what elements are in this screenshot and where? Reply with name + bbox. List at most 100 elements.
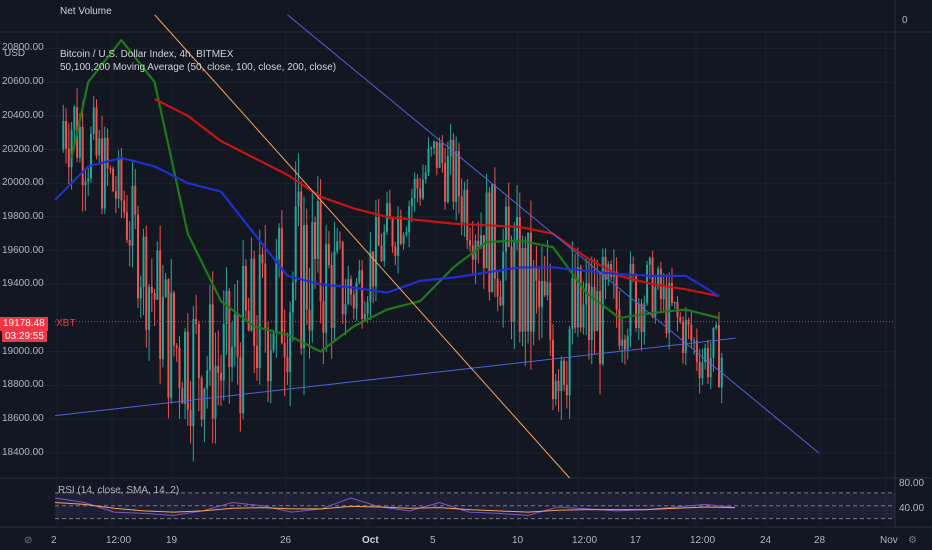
candle-body — [137, 214, 139, 299]
candle-body — [172, 292, 175, 346]
x-tick-label: 2 — [51, 535, 57, 546]
candle-body — [449, 139, 452, 157]
y-tick-label: 19000.00 — [2, 345, 44, 357]
candle-body — [496, 278, 499, 297]
candle-body — [217, 365, 220, 374]
candle-body — [560, 360, 563, 392]
candle-body — [402, 234, 405, 244]
candle-body — [244, 265, 247, 311]
trendline-orange[interactable] — [154, 14, 570, 479]
candle-body — [161, 296, 164, 359]
net-volume-value: 0 — [902, 15, 908, 26]
x-tick-label: 17 — [630, 535, 642, 546]
candle-body — [103, 137, 106, 209]
candle-body — [203, 388, 206, 420]
candle-body — [654, 287, 657, 317]
trendline-support[interactable] — [54, 337, 736, 417]
settings-icon[interactable]: ⚙ — [908, 535, 917, 546]
x-tick-label: Oct — [362, 535, 379, 546]
candle-body — [186, 331, 189, 411]
countdown-timer: 03:29:55 — [2, 331, 47, 342]
candle-body — [65, 121, 68, 149]
candle-body — [322, 301, 325, 333]
candle-body — [170, 292, 173, 398]
candle-body — [253, 258, 256, 346]
candle-body — [510, 246, 513, 323]
candle-body — [374, 217, 377, 287]
moving-average-legend[interactable]: 50,100,200 Moving Average (50, close, 10… — [60, 62, 337, 73]
candle-body — [587, 283, 590, 341]
candle-body — [286, 357, 289, 373]
candle-body — [684, 319, 687, 353]
candle-body — [316, 200, 319, 259]
candle-body — [563, 360, 566, 385]
y-tick-label: 20000.00 — [2, 177, 44, 189]
candle-body — [347, 279, 350, 304]
candle-body — [222, 324, 225, 381]
candle-body — [391, 218, 394, 247]
rsi-legend[interactable]: RSI (14, close, SMA, 14, 2) — [58, 485, 180, 496]
symbol-title[interactable]: Bitcoin / U.S. Dollar Index, 4h, BITMEX — [60, 49, 234, 60]
rsi-ma-line — [54, 502, 736, 513]
timezone-icon[interactable]: ⊘ — [24, 535, 33, 546]
candle-body — [153, 293, 156, 300]
candle-body — [480, 235, 483, 247]
candle-body — [319, 200, 322, 302]
candle-body — [294, 206, 297, 283]
candle-body — [513, 242, 516, 323]
candle-body — [546, 282, 549, 296]
candle-body — [139, 287, 142, 299]
candle-body — [538, 280, 541, 308]
candle-body — [109, 168, 112, 170]
candle-body — [291, 282, 294, 313]
candle-body — [615, 271, 618, 310]
candle-body — [596, 291, 599, 332]
candle-body — [433, 141, 436, 148]
candle-body — [460, 196, 463, 223]
candle-body — [673, 301, 676, 304]
candle-body — [413, 178, 416, 199]
candle-body — [491, 184, 494, 292]
candle-body — [314, 222, 317, 259]
x-tick-label: 12:00 — [106, 535, 132, 546]
candle-body — [626, 335, 629, 350]
candle-body — [568, 329, 571, 396]
candle-body — [593, 286, 596, 332]
rsi-tick-40: 40.00 — [899, 503, 925, 514]
candle-body — [148, 286, 151, 330]
candle-body — [455, 151, 458, 202]
candle-body — [618, 309, 621, 346]
candle-body — [87, 178, 90, 182]
candle-body — [410, 198, 413, 207]
candle-body — [441, 142, 444, 163]
candle-body — [516, 216, 519, 243]
candle-body — [308, 309, 311, 331]
candle-body — [651, 257, 654, 317]
candle-body — [305, 225, 308, 310]
candle-body — [687, 319, 690, 325]
candle-body — [101, 138, 104, 209]
candle-body — [358, 270, 361, 283]
candle-body — [416, 178, 419, 189]
candle-body — [532, 268, 535, 332]
candle-body — [275, 259, 278, 334]
candle-body — [704, 347, 707, 363]
candle-body — [388, 203, 391, 219]
candles — [62, 88, 723, 462]
candle-body — [643, 303, 646, 333]
candle-body — [629, 264, 632, 336]
candle-body — [211, 304, 214, 419]
candle-body — [469, 240, 471, 246]
candle-body — [668, 283, 671, 334]
trendline-resistance[interactable] — [287, 14, 819, 454]
candle-body — [361, 270, 364, 320]
x-tick-label: 26 — [280, 535, 292, 546]
candle-body — [576, 267, 579, 328]
candle-body — [95, 107, 98, 156]
candle-body — [372, 251, 375, 287]
candle-body — [435, 141, 438, 168]
candle-body — [150, 286, 153, 294]
candle-body — [261, 254, 264, 264]
